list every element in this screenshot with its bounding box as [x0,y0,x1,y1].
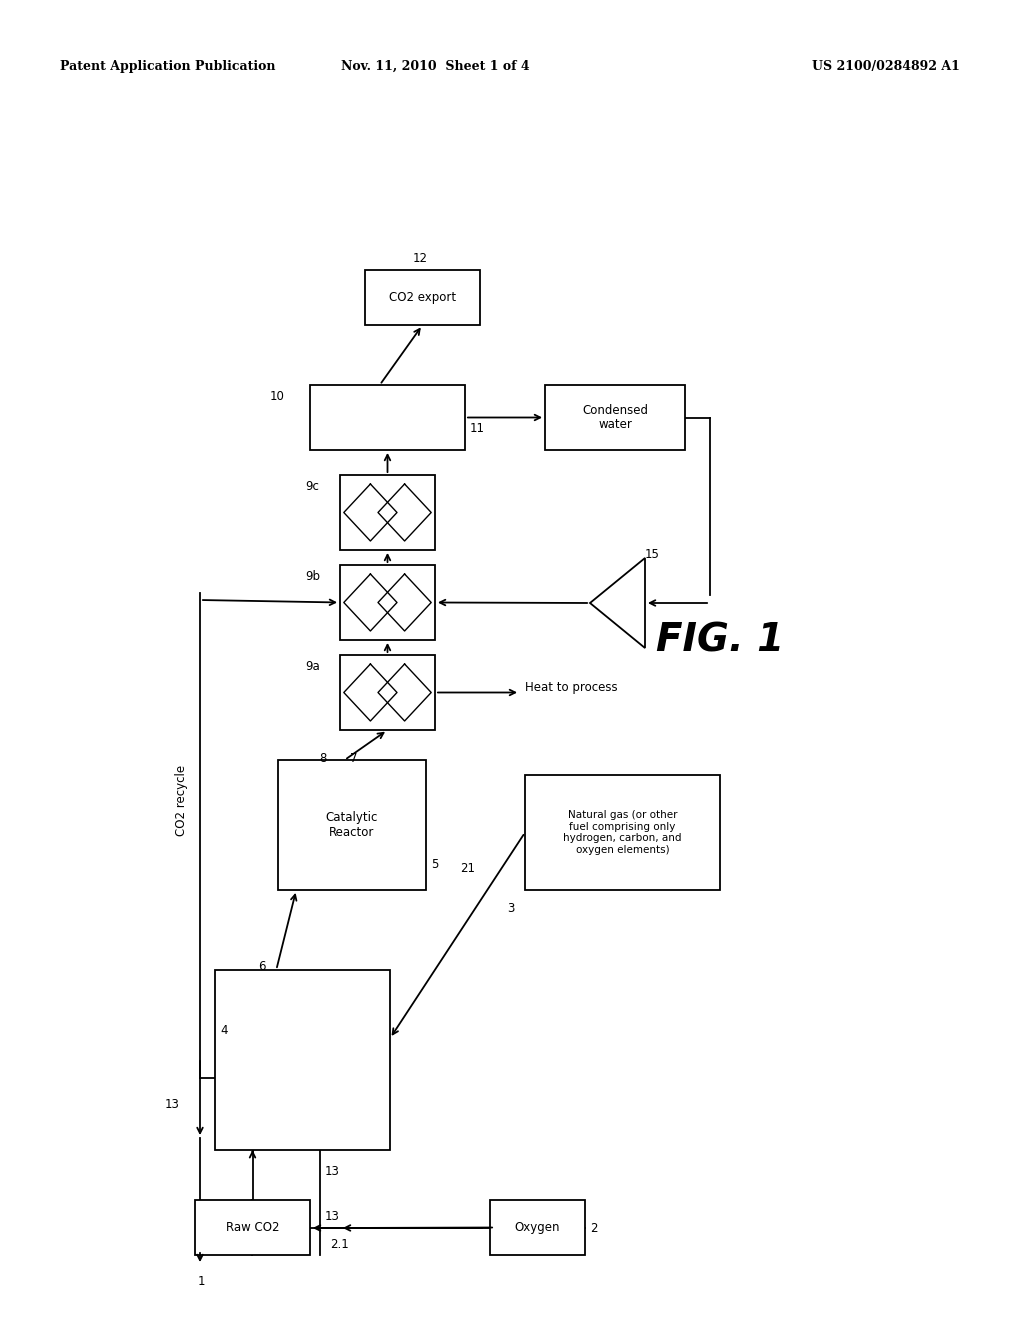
Bar [278,760,426,890]
Text: 7: 7 [349,752,357,766]
Text: 10: 10 [270,389,285,403]
Text: Oxygen: Oxygen [515,1221,560,1234]
Text: 13: 13 [325,1166,340,1177]
Bar [525,775,720,890]
Text: 13: 13 [325,1210,340,1224]
Text: FIG. 1: FIG. 1 [656,620,784,659]
Text: 9c: 9c [305,480,318,492]
Text: Patent Application Publication: Patent Application Publication [60,59,275,73]
Text: Natural gas (or other
fuel comprising only
hydrogen, carbon, and
oxygen elements: Natural gas (or other fuel comprising on… [563,810,682,855]
Text: 9a: 9a [305,660,319,673]
Bar [310,385,465,450]
Text: 12: 12 [413,252,427,265]
Text: 9b: 9b [305,570,319,583]
Text: Heat to process: Heat to process [525,681,617,694]
Bar [340,655,435,730]
Polygon shape [590,558,645,648]
Bar [340,565,435,640]
Text: CO2 export: CO2 export [389,290,456,304]
Bar [215,970,390,1150]
Text: Condensed
water: Condensed water [582,404,648,432]
Bar [545,385,685,450]
Text: 8: 8 [319,752,327,766]
Bar [490,1200,585,1255]
Text: 2.1: 2.1 [330,1238,349,1251]
Text: Nov. 11, 2010  Sheet 1 of 4: Nov. 11, 2010 Sheet 1 of 4 [341,59,529,73]
Text: Raw CO2: Raw CO2 [225,1221,280,1234]
Text: 21: 21 [460,862,475,875]
Text: 15: 15 [645,548,659,561]
Bar [365,271,480,325]
Text: 13: 13 [165,1098,180,1111]
Text: 11: 11 [470,422,485,436]
Text: 4: 4 [220,1024,227,1038]
Text: 1: 1 [198,1275,205,1288]
Bar [340,475,435,550]
Text: US 2100/0284892 A1: US 2100/0284892 A1 [812,59,961,73]
Text: CO2 recycle: CO2 recycle [175,764,188,836]
Text: 3: 3 [508,902,515,915]
Text: 6: 6 [258,960,266,973]
Bar [195,1200,310,1255]
Text: 2: 2 [590,1222,597,1236]
Text: Catalytic
Reactor: Catalytic Reactor [326,810,378,840]
Text: 5: 5 [431,858,438,870]
